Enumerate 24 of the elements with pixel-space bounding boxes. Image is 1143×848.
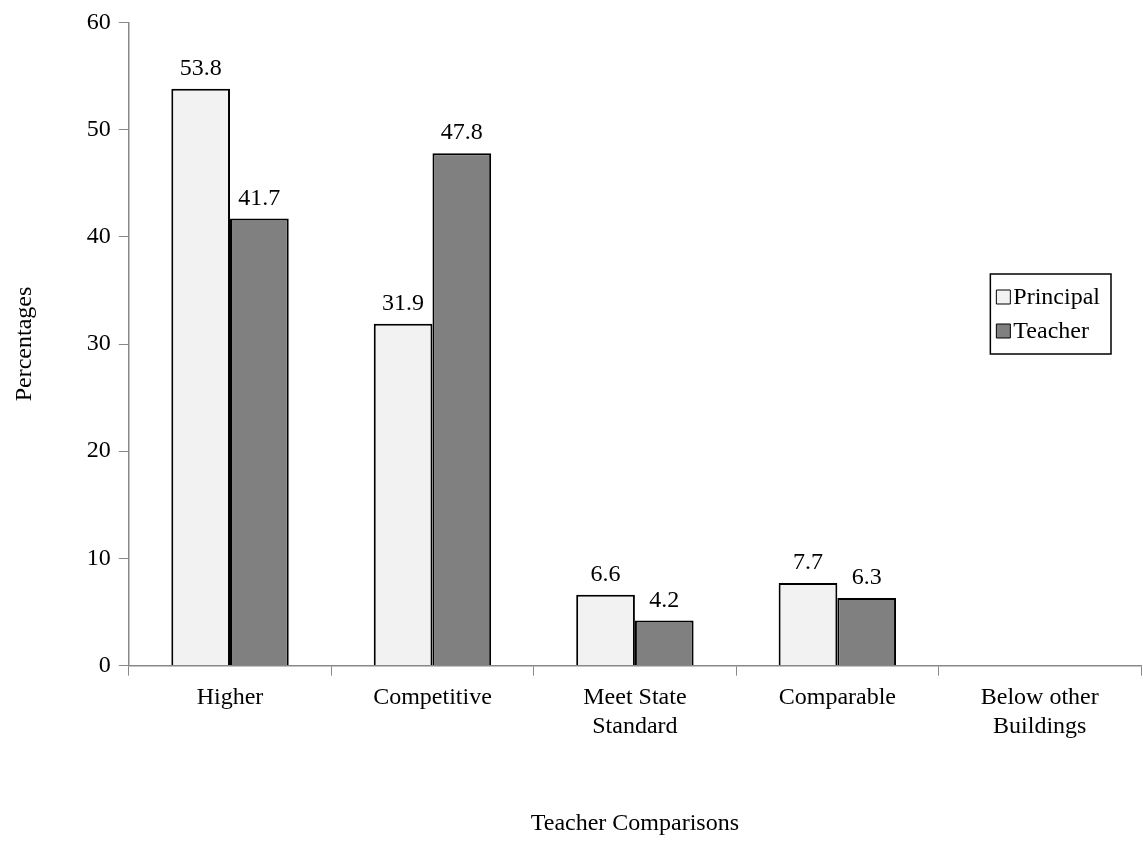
data-label: 6.3 [851, 563, 882, 590]
y-axis-title: Percentages [9, 286, 36, 402]
y-tick-label: 30 [86, 329, 111, 356]
legend-label: Principal [1013, 283, 1101, 310]
y-tick-label: 40 [86, 222, 111, 249]
x-tick-label: Higher [196, 683, 264, 710]
x-tick-label: Meet State Standard [583, 683, 687, 739]
x-tick-label: Competitive [373, 683, 492, 710]
data-label: 47.8 [440, 118, 483, 145]
data-label: 31.9 [382, 288, 425, 315]
data-label: 41.7 [238, 183, 281, 210]
legend-label: Teacher [1013, 317, 1089, 344]
y-tick-label: 0 [98, 650, 111, 677]
data-label: 7.7 [792, 548, 823, 575]
y-tick-label: 10 [86, 543, 111, 570]
x-tick-label: Below other Buildings [980, 683, 1099, 739]
y-tick-label: 60 [86, 7, 111, 34]
y-tick-label: 20 [86, 436, 111, 463]
data-label: 53.8 [179, 54, 222, 81]
y-tick-label: 50 [86, 114, 111, 141]
data-label: 4.2 [649, 585, 680, 612]
x-axis-title: Teacher Comparisons [530, 808, 740, 835]
x-tick-label: Comparable [778, 683, 896, 710]
data-label: 6.6 [590, 560, 621, 587]
